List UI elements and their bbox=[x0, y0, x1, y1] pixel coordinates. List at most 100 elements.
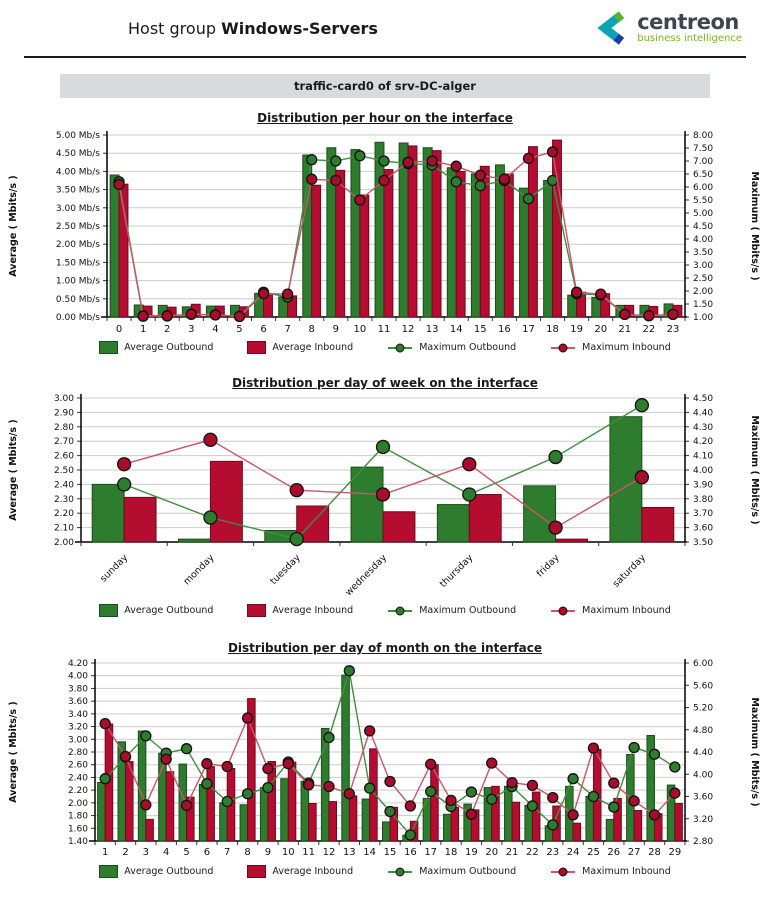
svg-text:5: 5 bbox=[183, 847, 189, 858]
svg-text:4.00: 4.00 bbox=[693, 770, 713, 780]
svg-text:2.60: 2.60 bbox=[54, 452, 74, 462]
weekly-distribution-chart: Distribution per day of week on the inte… bbox=[0, 376, 770, 617]
svg-text:3.00: 3.00 bbox=[693, 261, 713, 271]
svg-text:13: 13 bbox=[343, 847, 356, 858]
svg-text:0: 0 bbox=[116, 324, 122, 335]
legend-label: Average Outbound bbox=[124, 342, 214, 353]
maximum-inbound-marker bbox=[550, 866, 576, 878]
average-outbound-swatch bbox=[99, 604, 119, 617]
svg-text:4.00 Mb/s: 4.00 Mb/s bbox=[56, 167, 100, 177]
svg-text:4.50: 4.50 bbox=[693, 222, 713, 232]
hourly-chart-plot: 0.00 Mb/s 0.50 Mb/s 1.00 Mb/s 1.50 Mb/s 2.00… bbox=[0, 127, 770, 339]
svg-text:3.50 Mb/s: 3.50 Mb/s bbox=[56, 186, 100, 196]
svg-text:9: 9 bbox=[333, 324, 339, 335]
svg-text:3.00 Mb/s: 3.00 Mb/s bbox=[56, 204, 100, 214]
line-maximum-inbound bbox=[113, 146, 679, 323]
svg-text:21: 21 bbox=[618, 324, 631, 335]
svg-text:16: 16 bbox=[404, 847, 417, 858]
svg-text:28: 28 bbox=[648, 847, 661, 858]
svg-text:22: 22 bbox=[526, 847, 539, 858]
svg-text:17: 17 bbox=[424, 847, 437, 858]
svg-text:thursday: thursday bbox=[438, 552, 476, 590]
svg-text:17: 17 bbox=[522, 324, 535, 335]
svg-text:4.40: 4.40 bbox=[693, 408, 713, 418]
svg-text:15: 15 bbox=[474, 324, 487, 335]
line-maximum-outbound bbox=[116, 398, 650, 547]
svg-text:saturday: saturday bbox=[611, 552, 649, 590]
svg-text:1.50 Mb/s: 1.50 Mb/s bbox=[56, 258, 100, 268]
svg-text:2.40: 2.40 bbox=[68, 773, 88, 783]
svg-text:friday: friday bbox=[535, 552, 562, 579]
svg-text:2.00 Mb/s: 2.00 Mb/s bbox=[56, 240, 100, 250]
legend-label: Average Outbound bbox=[124, 866, 214, 877]
hourly-distribution-chart: Distribution per hour on the interface 0… bbox=[0, 111, 770, 354]
svg-text:6: 6 bbox=[204, 847, 210, 858]
average-outbound-swatch bbox=[99, 341, 119, 354]
x-axis-labels: 0 1 2 3 4 5 6 7 8 9 10 11 12 13 14 15 16 17 18 19 20 21 22 23 bbox=[116, 324, 679, 335]
svg-text:14: 14 bbox=[450, 324, 463, 335]
svg-text:tuesday: tuesday bbox=[268, 552, 303, 587]
svg-text:3.50: 3.50 bbox=[693, 538, 713, 548]
weekly-chart-legend: Average Outbound Average Inbound Maximum… bbox=[0, 604, 770, 617]
svg-text:6.50: 6.50 bbox=[693, 170, 713, 180]
right-axis-title: Maximum ( Mbits/s ) bbox=[749, 171, 760, 280]
average-inbound-swatch bbox=[247, 865, 267, 878]
weekly-chart-plot: 2.00 2.10 2.20 2.30 2.40 2.50 2.60 2.70 2.80 2.90… bbox=[0, 392, 770, 602]
legend-label: Average Inbound bbox=[272, 866, 354, 877]
legend-label: Maximum Inbound bbox=[582, 866, 671, 877]
svg-text:2.50 Mb/s: 2.50 Mb/s bbox=[56, 222, 100, 232]
report-header: Host group Windows-Servers centreon busi… bbox=[24, 0, 746, 58]
monthly-chart-legend: Average Outbound Average Inbound Maximum… bbox=[0, 865, 770, 878]
svg-text:3.70: 3.70 bbox=[693, 509, 713, 519]
svg-text:3.60: 3.60 bbox=[693, 524, 713, 534]
svg-text:3.20: 3.20 bbox=[68, 723, 88, 733]
svg-text:1.00 Mb/s: 1.00 Mb/s bbox=[56, 277, 100, 287]
svg-text:2.20: 2.20 bbox=[68, 786, 88, 796]
left-axis-title: Average ( Mbits/s ) bbox=[8, 701, 19, 802]
svg-text:4: 4 bbox=[163, 847, 169, 858]
svg-text:4.80: 4.80 bbox=[693, 726, 713, 736]
svg-text:19: 19 bbox=[570, 324, 583, 335]
svg-text:8.00: 8.00 bbox=[693, 131, 713, 141]
svg-text:2: 2 bbox=[122, 847, 128, 858]
svg-text:2.80: 2.80 bbox=[68, 748, 88, 758]
svg-text:22: 22 bbox=[643, 324, 656, 335]
svg-text:25: 25 bbox=[587, 847, 600, 858]
service-section-title: traffic-card0 of srv-DC-alger bbox=[294, 79, 476, 93]
svg-text:13: 13 bbox=[426, 324, 439, 335]
svg-text:4.50: 4.50 bbox=[693, 394, 713, 404]
centreon-logo: centreon business intelligence bbox=[592, 9, 742, 47]
maximum-inbound-marker bbox=[550, 605, 576, 617]
svg-text:21: 21 bbox=[506, 847, 519, 858]
svg-text:4.00: 4.00 bbox=[693, 235, 713, 245]
average-inbound-swatch bbox=[247, 341, 267, 354]
svg-text:8: 8 bbox=[309, 324, 315, 335]
left-axis-title: Average ( Mbits/s ) bbox=[8, 175, 19, 276]
svg-text:18: 18 bbox=[445, 847, 458, 858]
maximum-outbound-marker bbox=[387, 866, 413, 878]
svg-text:sunday: sunday bbox=[98, 552, 130, 584]
chart-svg: 0.00 Mb/s 0.50 Mb/s 1.00 Mb/s 1.50 Mb/s 2.00… bbox=[8, 131, 760, 335]
svg-text:26: 26 bbox=[607, 847, 620, 858]
svg-text:2.20: 2.20 bbox=[54, 509, 74, 519]
svg-text:2.80: 2.80 bbox=[54, 423, 74, 433]
logo-text: centreon business intelligence bbox=[637, 12, 742, 44]
hourly-chart-title: Distribution per hour on the interface bbox=[257, 111, 513, 125]
svg-text:16: 16 bbox=[498, 324, 511, 335]
line-maximum-inbound bbox=[99, 712, 681, 821]
centreon-logo-icon bbox=[592, 9, 630, 47]
svg-text:12: 12 bbox=[402, 324, 415, 335]
svg-text:4.40: 4.40 bbox=[693, 748, 713, 758]
average-outbound-swatch bbox=[99, 865, 119, 878]
legend-label: Maximum Inbound bbox=[582, 605, 671, 616]
svg-text:12: 12 bbox=[323, 847, 336, 858]
svg-text:11: 11 bbox=[302, 847, 315, 858]
svg-text:5.50: 5.50 bbox=[693, 196, 713, 206]
svg-text:4: 4 bbox=[212, 324, 218, 335]
legend-label: Average Inbound bbox=[272, 342, 354, 353]
svg-text:3.80: 3.80 bbox=[693, 495, 713, 505]
svg-text:24: 24 bbox=[567, 847, 580, 858]
svg-text:4.20: 4.20 bbox=[68, 659, 88, 669]
svg-text:monday: monday bbox=[182, 552, 217, 587]
page-title: Host group Windows-Servers bbox=[128, 19, 378, 38]
